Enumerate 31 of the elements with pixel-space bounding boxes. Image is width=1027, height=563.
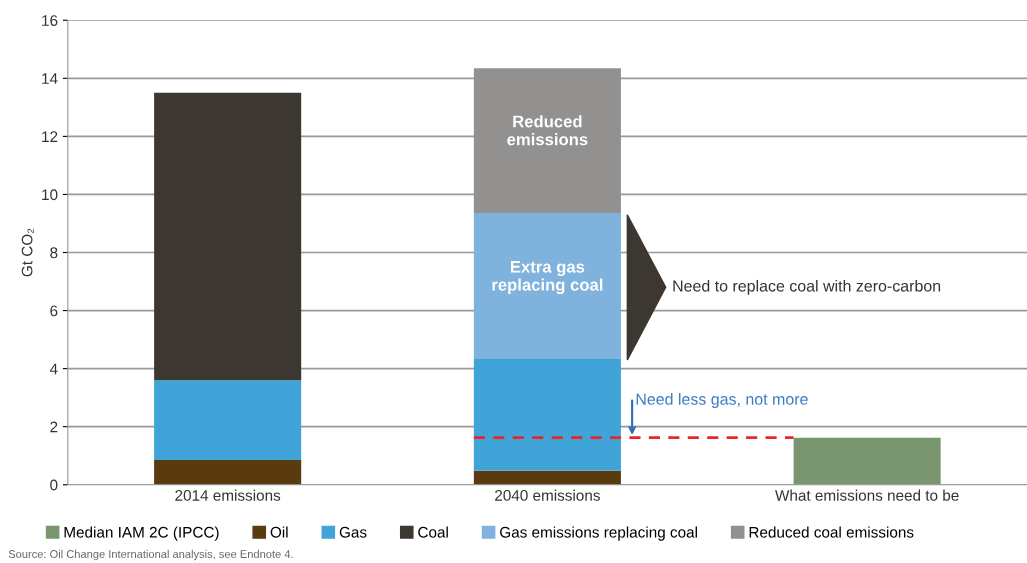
x-tick-label: What emissions need to be (775, 489, 959, 501)
y-tick-label: 2 (50, 421, 58, 433)
annotation: Reduced emissions (507, 115, 588, 146)
legend-label: Oil (270, 526, 288, 538)
source-note: Source: Oil Change International analysis, see Endnote 4. (8, 549, 293, 561)
y-tick-label: 12 (42, 131, 58, 142)
legend-label: Reduced coal emissions (749, 526, 914, 538)
y-tick-label: 4 (49, 363, 58, 375)
bar (793, 437, 941, 485)
bar (154, 92, 302, 381)
bar (154, 380, 302, 461)
legend-label: Gas emissions replacing coal (500, 526, 697, 541)
legend-label: Median IAM 2C (IPCC) (64, 526, 219, 541)
annotation: Need to replace coal with zero-carbon (673, 279, 941, 295)
y-tick-label: 14 (42, 73, 58, 84)
y-tick-label: 8 (50, 247, 58, 259)
bar (473, 213, 621, 360)
legend-label: Coal (418, 526, 448, 538)
y-tick-label: 10 (42, 189, 58, 201)
x-tick-label: 2040 emissions (495, 489, 600, 501)
y-tick-label: 6 (50, 305, 58, 317)
legend-label: Gas (339, 526, 367, 538)
annotation: Need less gas, not more (636, 393, 808, 408)
y-axis-title: Gt CO₂ (21, 228, 34, 277)
x-tick-label: 2014 emissions (175, 489, 281, 501)
bar (473, 470, 621, 485)
annotation: Extra gas replacing coal (492, 261, 603, 295)
y-tick-label: 16 (42, 15, 58, 26)
y-tick-label: 0 (50, 479, 58, 491)
bar (154, 460, 302, 485)
bar (473, 359, 621, 471)
